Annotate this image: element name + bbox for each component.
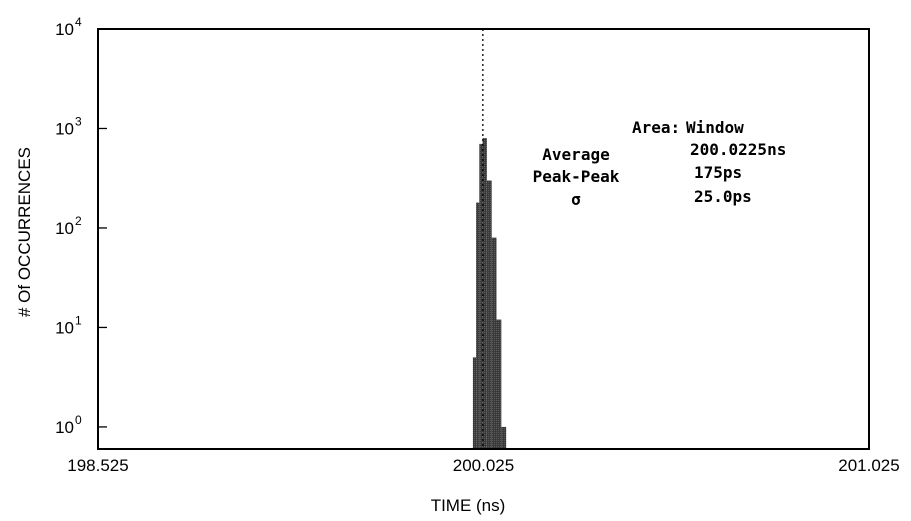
sigma-label: σ xyxy=(571,190,581,209)
y-tick-label-exponent: 2 xyxy=(75,214,82,228)
area-label: Area: xyxy=(632,118,680,137)
average-label: Average xyxy=(542,145,609,164)
x-axis-label: TIME (ns) xyxy=(431,496,506,515)
y-tick-label-base: 10 xyxy=(55,418,74,437)
y-tick-label-exponent: 4 xyxy=(75,15,82,29)
x-tick-label: 198.525 xyxy=(67,456,128,475)
y-tick-label-base: 10 xyxy=(55,20,74,39)
y-axis-label: # Of OCCURRENCES xyxy=(15,147,34,317)
y-tick-label-exponent: 1 xyxy=(75,313,82,327)
y-tick-label-exponent: 0 xyxy=(75,413,82,427)
x-tick-label: 201.025 xyxy=(838,456,899,475)
histogram-bar xyxy=(496,319,502,449)
sigma-value: 25.0ps xyxy=(694,187,752,206)
x-tick-label: 200.025 xyxy=(453,456,514,475)
histogram-bar xyxy=(482,138,487,449)
statistics-annotation: Area: Window Average 200.0225ns Peak-Pea… xyxy=(533,118,787,209)
y-tick-label-exponent: 3 xyxy=(75,114,82,128)
histogram-bar xyxy=(486,180,492,449)
y-tick-label-base: 10 xyxy=(55,119,74,138)
histogram-bar xyxy=(476,202,480,449)
x-axis-ticks: 198.525 200.025 201.025 xyxy=(67,456,899,475)
peak-peak-label: Peak-Peak xyxy=(533,167,620,186)
histogram-bar xyxy=(501,426,507,449)
average-value: 200.0225ns xyxy=(690,140,786,159)
y-tick-label-base: 10 xyxy=(55,219,74,238)
plot-area-frame xyxy=(97,28,870,450)
histogram-bar xyxy=(479,143,483,449)
histogram-bars xyxy=(472,138,507,449)
area-value: Window xyxy=(686,118,744,137)
histogram-bar xyxy=(491,237,497,449)
y-tick-label-base: 10 xyxy=(55,318,74,337)
histogram-bar xyxy=(472,357,477,449)
peak-peak-value: 175ps xyxy=(694,163,742,182)
